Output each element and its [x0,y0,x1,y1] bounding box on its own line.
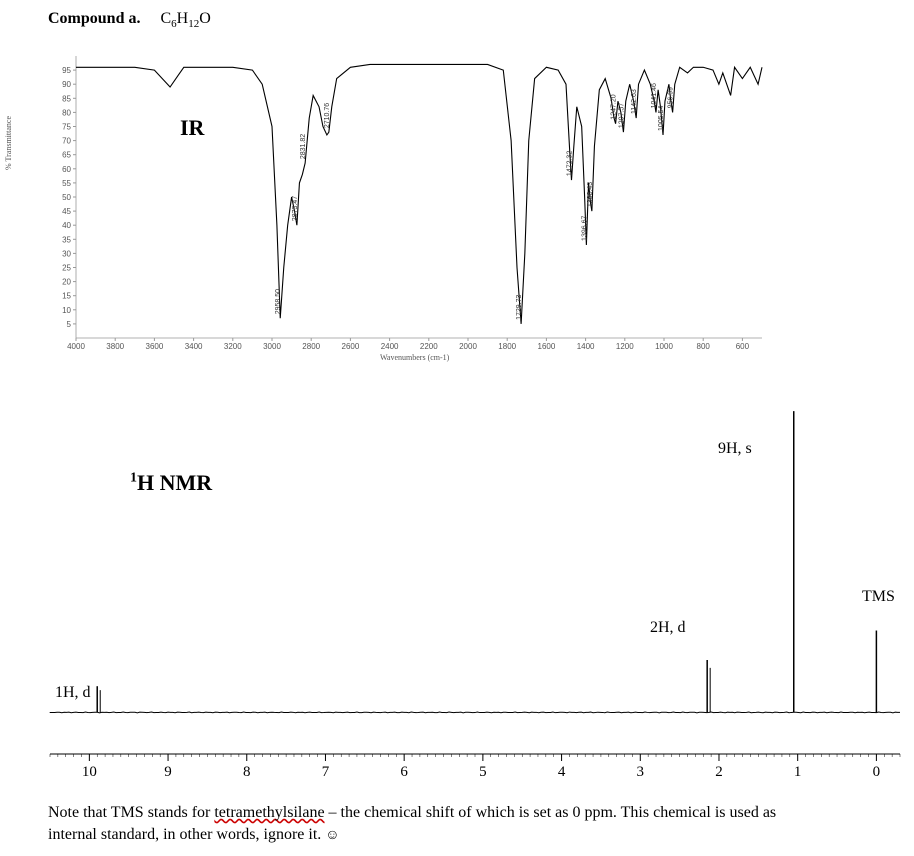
footer-tms-word: tetramethylsilane [214,804,324,821]
svg-text:5: 5 [479,764,487,780]
title-label: Compound a. [48,10,140,27]
svg-text:15: 15 [62,292,71,301]
footer-text-a: Note that TMS stands for [48,804,214,821]
svg-text:1400: 1400 [577,342,595,351]
svg-text:1600: 1600 [538,342,556,351]
compound-title: Compound a. C6H12O [48,10,211,30]
smiley-icon: ☺ [325,827,339,846]
svg-text:1368.43: 1368.43 [587,182,594,207]
molecular-formula: C6H12O [160,10,210,27]
svg-text:9: 9 [164,764,172,780]
svg-text:1396.67: 1396.67 [581,216,588,241]
ir-x-axis-label: Wavenumbers (cm-1) [380,353,449,362]
svg-text:0: 0 [873,764,881,780]
svg-text:4: 4 [558,764,566,780]
svg-text:30: 30 [62,249,71,258]
svg-text:55: 55 [62,179,71,188]
svg-text:35: 35 [62,235,71,244]
svg-text:3600: 3600 [146,342,164,351]
svg-text:2710.76: 2710.76 [324,103,331,128]
svg-text:3: 3 [637,764,645,780]
svg-text:1200: 1200 [616,342,634,351]
svg-text:2200: 2200 [420,342,438,351]
footer-note: Note that TMS stands for tetramethylsila… [48,802,894,845]
svg-text:90: 90 [62,80,71,89]
svg-text:2958.50: 2958.50 [275,289,282,314]
svg-text:1005.54: 1005.54 [658,106,665,131]
svg-text:3200: 3200 [224,342,242,351]
svg-text:1247.20: 1247.20 [611,94,618,119]
svg-text:10: 10 [82,764,97,780]
formula-o: O [199,10,211,27]
footer-text-d: internal standard, in other words, ignor… [48,826,325,843]
svg-text:1472.32: 1472.32 [566,151,573,176]
svg-text:5: 5 [67,320,72,329]
svg-text:3000: 3000 [263,342,281,351]
formula-sub-12: 12 [188,18,199,30]
svg-text:40: 40 [62,221,71,230]
nmr-label-sup: 1 [130,471,137,486]
svg-text:2000: 2000 [459,342,477,351]
svg-text:25: 25 [62,264,71,273]
svg-text:2800: 2800 [302,342,320,351]
svg-text:2400: 2400 [381,342,399,351]
svg-text:45: 45 [62,207,71,216]
svg-text:20: 20 [62,278,71,287]
svg-text:1000: 1000 [655,342,673,351]
svg-text:2873.47: 2873.47 [292,196,299,221]
svg-text:10: 10 [62,306,71,315]
formula-h: H [177,10,189,27]
svg-text:2600: 2600 [342,342,360,351]
svg-text:65: 65 [62,151,71,160]
nmr-peak-9h-s: 9H, s [718,440,752,458]
nmr-peak-2h-d: 2H, d [650,619,686,637]
svg-text:70: 70 [62,137,71,146]
svg-text:80: 80 [62,108,71,117]
svg-text:2: 2 [715,764,723,780]
svg-text:3800: 3800 [106,342,124,351]
svg-text:60: 60 [62,165,71,174]
nmr-label-main: H NMR [137,470,212,495]
nmr-svg: 109876543210 [40,380,910,780]
svg-text:50: 50 [62,193,71,202]
ir-svg: 4000 3800 3600 3400 3200 3000 2800 2600 2400 2200… [30,48,772,358]
svg-text:1142.63: 1142.63 [631,89,638,114]
svg-text:2831.82: 2831.82 [300,134,307,159]
svg-text:1729.73: 1729.73 [516,294,523,319]
svg-text:3400: 3400 [185,342,203,351]
svg-text:800: 800 [697,342,711,351]
svg-text:6: 6 [400,764,408,780]
svg-text:85: 85 [62,94,71,103]
nmr-label: 1H NMR [130,470,212,496]
svg-text:75: 75 [62,123,71,132]
ir-y-axis-label: % Transmittance [4,116,13,170]
svg-text:7: 7 [322,764,330,780]
nmr-spectrum-plot: 109876543210 [40,380,910,780]
svg-text:1800: 1800 [498,342,516,351]
svg-text:8: 8 [243,764,251,780]
svg-text:600: 600 [736,342,750,351]
formula-c: C [160,10,171,27]
svg-text:1041.46: 1041.46 [651,83,658,108]
svg-text:4000: 4000 [67,342,85,351]
svg-text:1: 1 [794,764,802,780]
nmr-peak-1h-d: 1H, d [55,684,91,702]
footer-text-c: – the chemical shift of which is set as … [325,804,777,821]
nmr-peak-tms: TMS [862,588,895,606]
svg-text:1207.57: 1207.57 [618,103,625,128]
svg-text:95: 95 [62,66,71,75]
ir-spectrum-plot: 4000 3800 3600 3400 3200 3000 2800 2600 2400 2200… [30,48,772,358]
ir-label: IR [180,115,204,141]
svg-text:956.99: 956.99 [668,87,675,109]
